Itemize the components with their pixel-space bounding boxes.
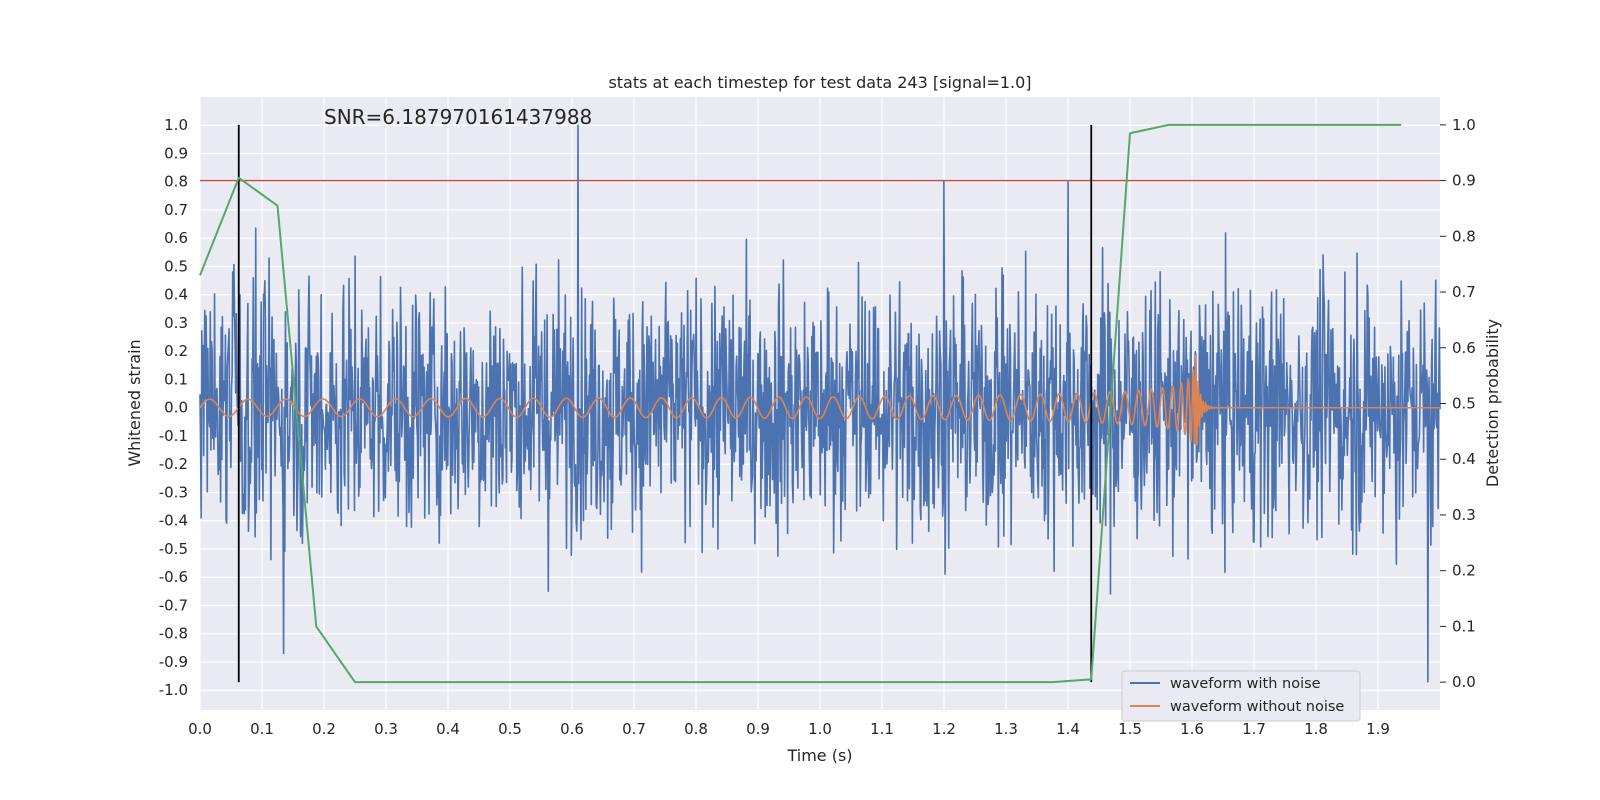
y-tick-label: -0.3 <box>159 483 188 501</box>
y2-tick-label: 0.9 <box>1452 172 1476 190</box>
y-tick-label: -0.6 <box>159 568 188 586</box>
x-tick-label: 1.2 <box>932 720 956 738</box>
y-tick-label: -1.0 <box>159 681 188 699</box>
y2-tick-label: 0.0 <box>1452 673 1476 691</box>
y-tick-label: -0.7 <box>159 596 188 614</box>
y2-tick-label: 0.8 <box>1452 227 1476 245</box>
x-tick-label: 1.8 <box>1304 720 1328 738</box>
y2-tick-label: 0.4 <box>1452 450 1476 468</box>
reference-lines <box>200 124 1440 683</box>
x-axis-title: Time (s) <box>786 746 852 765</box>
y-tick-label: -0.4 <box>159 512 188 530</box>
x-tick-label: 0.9 <box>746 720 770 738</box>
y-tick-label: 0.2 <box>164 342 188 360</box>
x-tick-label: 1.7 <box>1242 720 1266 738</box>
legend-box <box>1121 670 1361 722</box>
y2-tick-label: 0.5 <box>1452 395 1476 413</box>
x-tick-label: 1.6 <box>1180 720 1204 738</box>
y-tick-label: 0.6 <box>164 229 188 247</box>
y-tick-label: -0.5 <box>159 540 188 558</box>
x-tick-label: 0.2 <box>312 720 336 738</box>
y-tick-label: 1.0 <box>164 116 188 134</box>
y-tick-label: 0.1 <box>164 370 188 388</box>
legend-label-noise: waveform with noise <box>1170 676 1321 692</box>
x-tick-label: 1.4 <box>1056 720 1080 738</box>
legend: waveform with noise waveform without noi… <box>1121 670 1361 722</box>
x-tick-label: 1.0 <box>808 720 832 738</box>
y2-tick-label: 1.0 <box>1452 116 1476 134</box>
x-tick-label: 0.1 <box>250 720 274 738</box>
y-tick-label: 0.8 <box>164 173 188 191</box>
y2-tick-label: 0.2 <box>1452 562 1476 580</box>
y-tick-label: -0.1 <box>159 427 188 445</box>
y2-tick-label: 0.6 <box>1452 339 1476 357</box>
x-tick-label: 1.5 <box>1118 720 1142 738</box>
x-tick-label: 1.3 <box>994 720 1018 738</box>
chart-title: stats at each timestep for test data 243… <box>608 73 1031 92</box>
x-tick-label: 0.6 <box>560 720 584 738</box>
clean-waveform-layer <box>199 354 1440 446</box>
noise-waveform-line <box>199 124 1441 683</box>
snr-annotation: SNR=6.187970161437988 <box>324 105 592 129</box>
y2-axis-title: Detection probability <box>1483 319 1502 487</box>
probability-layer <box>199 123 1402 684</box>
y-tick-label: 0.0 <box>164 399 188 417</box>
tick-labels: 0.0 0.1 0.2 0.3 0.4 0.5 0.6 0.7 0.8 0.9 1.0 1.1 1.2 1… <box>159 116 1476 738</box>
y-tick-label: 0.9 <box>164 144 188 162</box>
legend-label-clean: waveform without noise <box>1170 699 1344 715</box>
y2-tick-label: 0.1 <box>1452 617 1476 635</box>
x-tick-label: 0.4 <box>436 720 460 738</box>
y-tick-label: -0.9 <box>159 653 188 671</box>
y-tick-label: 0.7 <box>164 201 188 219</box>
x-tick-label: 0.8 <box>684 720 708 738</box>
noise-waveform-layer <box>199 124 1441 683</box>
y-tick-label: 0.4 <box>164 286 188 304</box>
x-tick-label: 0.0 <box>188 720 212 738</box>
x-tick-label: 1.9 <box>1366 720 1390 738</box>
y-tick-label: -0.2 <box>159 455 188 473</box>
x-tick-label: 0.7 <box>622 720 646 738</box>
y2-tick-label: 0.3 <box>1452 506 1476 524</box>
y-tick-label: -0.8 <box>159 625 188 643</box>
y-axis-title: Whitened strain <box>125 339 144 466</box>
x-tick-label: 0.5 <box>498 720 522 738</box>
x-tick-label: 1.1 <box>870 720 894 738</box>
y2-tick-label: 0.7 <box>1452 283 1476 301</box>
y-tick-label: 0.5 <box>164 257 188 275</box>
detection-probability-line <box>199 123 1402 684</box>
y-tick-label: 0.3 <box>164 314 188 332</box>
x-tick-label: 0.3 <box>374 720 398 738</box>
clean-waveform-line <box>199 354 1440 446</box>
